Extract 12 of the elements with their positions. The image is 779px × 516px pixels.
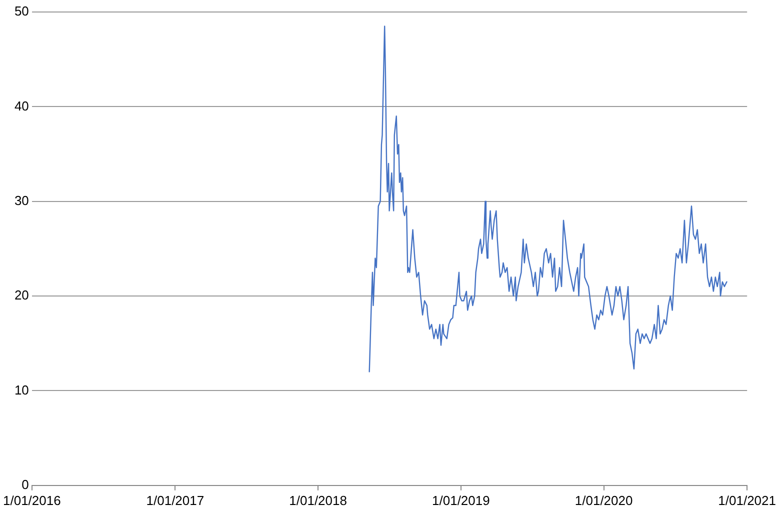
y-tick-label: 20 bbox=[14, 288, 29, 303]
x-tick-label: 1/01/2016 bbox=[2, 492, 61, 508]
x-tick-label: 1/01/2017 bbox=[146, 492, 204, 508]
x-tick-label: 1/01/2021 bbox=[718, 492, 776, 508]
y-tick-label: 50 bbox=[14, 4, 29, 19]
y-tick-label: 0 bbox=[22, 476, 29, 492]
x-tick-label: 1/01/2019 bbox=[432, 492, 490, 508]
y-tick-label: 30 bbox=[14, 192, 29, 208]
y-tick-label: 10 bbox=[14, 382, 29, 398]
x-tick-label: 1/01/2020 bbox=[574, 492, 633, 508]
x-tick-label: 1/01/2018 bbox=[289, 492, 347, 508]
y-tick-label: 40 bbox=[14, 98, 29, 114]
